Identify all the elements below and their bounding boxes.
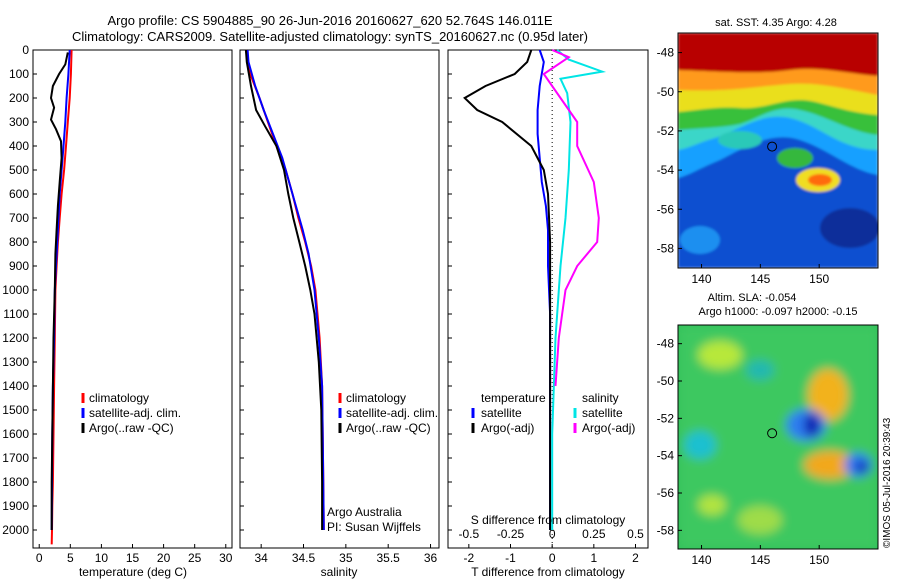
y-tick-label: 2000 — [2, 523, 29, 537]
legend-label: satellite-adj. clim. — [89, 406, 181, 420]
x-tick-label: 1 — [590, 551, 597, 565]
x-tick-label: 34.5 — [292, 551, 316, 565]
legend-label: Argo(-adj) — [481, 421, 534, 435]
x-tick-label: 5 — [67, 551, 74, 565]
map-y-tick-label: -50 — [657, 85, 675, 99]
series-line-2 — [49, 52, 69, 530]
x-tick-label: 36 — [424, 551, 438, 565]
map-y-tick-label: -58 — [657, 523, 675, 537]
sst-argo-marker — [767, 141, 778, 152]
sla-map-image — [678, 325, 878, 549]
x2-tick-label: 0.5 — [627, 527, 644, 541]
map-x-tick-label: 140 — [692, 553, 712, 567]
sst-map-title: sat. SST: 4.35 Argo: 4.28 — [715, 17, 837, 29]
x-tick-label: 30 — [219, 551, 233, 565]
map-y-tick-label: -56 — [657, 202, 675, 216]
map-y-tick-label: -58 — [657, 241, 675, 255]
x-tick-label: 34 — [254, 551, 268, 565]
map-y-tick-label: -54 — [657, 163, 675, 177]
y-tick-label: 1500 — [2, 403, 29, 417]
y-tick-label: 500 — [9, 163, 29, 177]
x-tick-label: 15 — [126, 551, 140, 565]
x-tick-label: 20 — [157, 551, 171, 565]
map-x-tick-label: 140 — [692, 272, 712, 286]
legend-heading-salinity: salinity — [582, 391, 619, 405]
map-x-tick-label: 150 — [809, 553, 829, 567]
legend-label: satellite-adj. clim. — [346, 406, 438, 420]
map-y-tick-label: -52 — [657, 411, 675, 425]
y-tick-label: 1900 — [2, 499, 29, 513]
series-line-2 — [244, 49, 324, 530]
x-tick-label: -1 — [505, 551, 516, 565]
temperature-panel — [32, 49, 233, 549]
legend-label: Argo(..raw -QC) — [346, 421, 431, 435]
salinity-annotation-1: Argo Australia — [327, 505, 402, 519]
y-tick-label: 900 — [9, 259, 29, 273]
sla-map-title-1: Altim. SLA: -0.054 — [708, 292, 797, 304]
x-tick-label: 0 — [549, 551, 556, 565]
y-tick-label: 600 — [9, 187, 29, 201]
y-tick-label: 1800 — [2, 475, 29, 489]
title-line-1: Argo profile: CS 5904885_90 26-Jun-2016 … — [107, 13, 553, 28]
map-x-tick-label: 150 — [809, 272, 829, 286]
map-y-tick-label: -52 — [657, 124, 675, 138]
legend-label: satellite — [582, 406, 623, 420]
imos-timestamp: ©IMOS 05-Jul-2016 20:39:43 — [882, 417, 893, 548]
title-line-2: Climatology: CARS2009. Satellite-adjuste… — [72, 29, 588, 44]
legend-label: climatology — [89, 391, 149, 405]
x-tick-label: 2 — [632, 551, 639, 565]
difference-xlabel: T difference from climatology — [471, 565, 625, 579]
difference-panel — [447, 49, 649, 549]
legend-label: Argo(..raw -QC) — [89, 421, 174, 435]
x2-tick-label: -0.25 — [497, 527, 525, 541]
x-tick-label: 0 — [36, 551, 43, 565]
sla-map-title-2: Argo h1000: -0.097 h2000: -0.15 — [698, 306, 857, 318]
legend-label: climatology — [346, 391, 406, 405]
y-tick-label: 100 — [9, 67, 29, 81]
y-tick-label: 1300 — [2, 355, 29, 369]
y-tick-label: 300 — [9, 115, 29, 129]
x-tick-label: 10 — [95, 551, 109, 565]
map-y-tick-label: -56 — [657, 486, 675, 500]
x-tick-label: 25 — [188, 551, 202, 565]
legend-heading-temperature: temperature — [481, 391, 546, 405]
map-y-tick-label: -50 — [657, 374, 675, 388]
sla-argo-marker — [767, 428, 778, 439]
diff-series-line-1 — [463, 49, 552, 530]
x2-tick-label: 0.25 — [582, 527, 606, 541]
legend-label: Argo(-adj) — [582, 421, 635, 435]
x-tick-label: 35 — [339, 551, 353, 565]
difference-x2label: S difference from climatology — [471, 513, 626, 527]
map-y-tick-label: -54 — [657, 449, 675, 463]
y-tick-label: 200 — [9, 91, 29, 105]
diff-series-line-3 — [542, 49, 600, 387]
legend-label: satellite — [481, 406, 522, 420]
map-x-tick-label: 145 — [750, 272, 770, 286]
diff-series-line-2 — [551, 49, 607, 530]
y-tick-label: 1700 — [2, 451, 29, 465]
map-y-tick-label: -48 — [657, 337, 675, 351]
y-tick-label: 800 — [9, 235, 29, 249]
y-tick-label: 700 — [9, 211, 29, 225]
salinity-annotation-2: PI: Susan Wijffels — [327, 520, 421, 534]
temperature-xlabel: temperature (deg C) — [79, 565, 187, 579]
y-tick-label: 1400 — [2, 379, 29, 393]
y-tick-label: 400 — [9, 139, 29, 153]
y-tick-label: 1600 — [2, 427, 29, 441]
x-tick-label: -2 — [463, 551, 474, 565]
y-tick-label: 1000 — [2, 283, 29, 297]
series-line-1 — [246, 49, 325, 531]
y-tick-label: 1100 — [3, 307, 29, 321]
x-tick-label: 35.5 — [377, 551, 401, 565]
map-y-tick-label: -48 — [657, 46, 675, 60]
y-tick-label: 0 — [22, 43, 29, 57]
salinity-xlabel: salinity — [321, 565, 358, 579]
sst-map-image — [678, 33, 878, 268]
y-tick-label: 1200 — [2, 331, 29, 345]
map-x-tick-label: 145 — [750, 553, 770, 567]
x2-tick-label: -0.5 — [458, 527, 479, 541]
